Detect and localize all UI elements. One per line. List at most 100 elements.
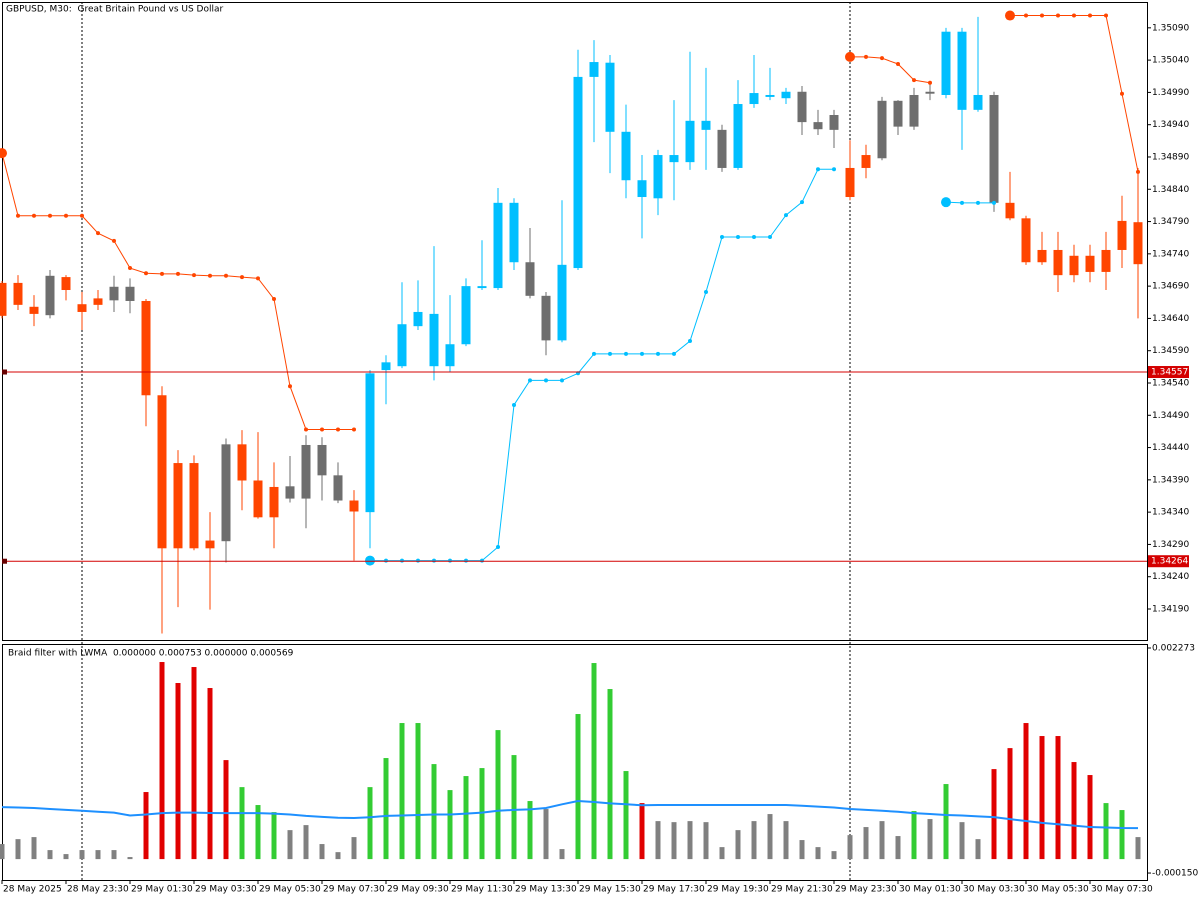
indicator-dot bbox=[480, 558, 484, 563]
candle-body bbox=[397, 324, 407, 367]
histogram-bar bbox=[111, 850, 117, 860]
indicator-dot bbox=[688, 339, 692, 344]
candle-body bbox=[973, 94, 983, 110]
histogram-bar bbox=[639, 803, 645, 860]
candle-body bbox=[125, 286, 135, 301]
candle-body bbox=[685, 120, 695, 163]
indicator-dot bbox=[16, 213, 20, 218]
histogram-bar bbox=[575, 714, 581, 860]
histogram-bar bbox=[943, 784, 949, 860]
y-tick-label: 0.002273 bbox=[1152, 643, 1195, 653]
indicator-dot bbox=[1072, 13, 1076, 18]
candle-body bbox=[157, 395, 167, 549]
candle-body bbox=[605, 62, 615, 132]
indicator-dot bbox=[992, 200, 996, 205]
price-level-tag bbox=[1148, 366, 1189, 379]
y-tick-label: 1.35090 bbox=[1152, 23, 1189, 33]
histogram-bar bbox=[335, 852, 341, 860]
indicator-dot bbox=[640, 351, 644, 356]
indicator-dot bbox=[400, 558, 404, 563]
candle-body bbox=[29, 306, 39, 314]
indicator-dot bbox=[544, 378, 548, 383]
candle-body bbox=[669, 155, 679, 163]
histogram-bar bbox=[831, 851, 837, 860]
candle-body bbox=[61, 277, 71, 291]
candle-body bbox=[237, 444, 247, 481]
candle-body bbox=[701, 120, 711, 130]
histogram-bar bbox=[47, 850, 53, 860]
candle-body bbox=[173, 463, 183, 549]
histogram-bar bbox=[303, 825, 309, 860]
histogram-bar bbox=[191, 667, 197, 860]
indicator-dot bbox=[32, 213, 36, 218]
price-level-label: 1.34557 bbox=[1151, 368, 1188, 378]
candle-body bbox=[461, 286, 471, 345]
y-tick-label: 1.34540 bbox=[1152, 378, 1189, 388]
indicator-dot bbox=[608, 351, 612, 356]
indicator-dot bbox=[736, 235, 740, 240]
indicator-dot bbox=[208, 273, 212, 278]
candle-body bbox=[525, 262, 535, 296]
candle-body bbox=[781, 91, 791, 99]
indicator-dot bbox=[720, 235, 724, 240]
y-tick-label: 1.34640 bbox=[1152, 314, 1189, 324]
indicator-line bbox=[945, 201, 994, 204]
candle-body bbox=[845, 167, 855, 198]
candle-body bbox=[413, 311, 423, 327]
indicator-dot bbox=[880, 56, 884, 61]
candle-body bbox=[189, 463, 199, 549]
histogram-bar bbox=[447, 790, 453, 860]
indicator-dot bbox=[1056, 13, 1060, 18]
candle-body bbox=[0, 282, 7, 316]
x-tick-label: 29 May 07:30 bbox=[323, 885, 385, 895]
candle-body bbox=[285, 486, 295, 499]
histogram-bar bbox=[1071, 762, 1077, 860]
indicator-dot bbox=[1024, 13, 1028, 18]
candle-body bbox=[317, 444, 327, 476]
indicator-dot bbox=[0, 148, 7, 159]
candle-body bbox=[733, 104, 743, 168]
candle-body bbox=[77, 304, 87, 312]
candle-body bbox=[717, 129, 727, 168]
histogram-bar bbox=[271, 812, 277, 860]
price-level-marker bbox=[2, 369, 7, 375]
indicator-dot bbox=[240, 275, 244, 280]
histogram-bar bbox=[431, 764, 437, 860]
y-tick-label: 1.34290 bbox=[1152, 540, 1189, 550]
histogram-bar bbox=[127, 857, 133, 860]
indicator-dot bbox=[96, 231, 100, 236]
price-level-marker bbox=[2, 558, 7, 564]
x-tick-label: 28 May 2025 bbox=[3, 885, 62, 895]
histogram-bar bbox=[1039, 736, 1045, 860]
indicator-dot bbox=[112, 238, 116, 243]
candle-body bbox=[637, 180, 647, 198]
x-tick-label: 30 May 07:30 bbox=[1091, 885, 1153, 895]
chart-title: GBPUSD, M30: Great Britain Pound vs US D… bbox=[6, 5, 223, 15]
indicator-dot bbox=[928, 80, 932, 85]
histogram-bar bbox=[399, 723, 405, 860]
histogram-bar bbox=[95, 850, 101, 860]
candle-body bbox=[1069, 255, 1079, 276]
indicator-dot bbox=[624, 351, 628, 356]
histogram-bar bbox=[815, 847, 821, 860]
candle-body bbox=[301, 444, 311, 499]
candle-body bbox=[541, 295, 551, 341]
histogram-bar bbox=[719, 847, 725, 860]
y-tick-label: 1.34940 bbox=[1152, 120, 1189, 130]
histogram-bar bbox=[559, 849, 565, 860]
x-tick-label: 28 May 23:30 bbox=[67, 885, 129, 895]
histogram-bar bbox=[1119, 810, 1125, 860]
histogram-bar bbox=[783, 821, 789, 860]
indicator-title: Braid filter with LWMA 0.000000 0.000753… bbox=[8, 649, 294, 659]
candle-body bbox=[493, 202, 503, 289]
candle-body bbox=[13, 282, 23, 305]
x-tick-label: 29 May 11:30 bbox=[451, 885, 513, 895]
indicator-dot bbox=[800, 200, 804, 205]
indicator-dot bbox=[432, 558, 436, 563]
indicator-dot bbox=[352, 427, 356, 432]
candle-body bbox=[957, 31, 967, 110]
indicator-line bbox=[1, 800, 1139, 830]
indicator-dot bbox=[128, 266, 132, 271]
